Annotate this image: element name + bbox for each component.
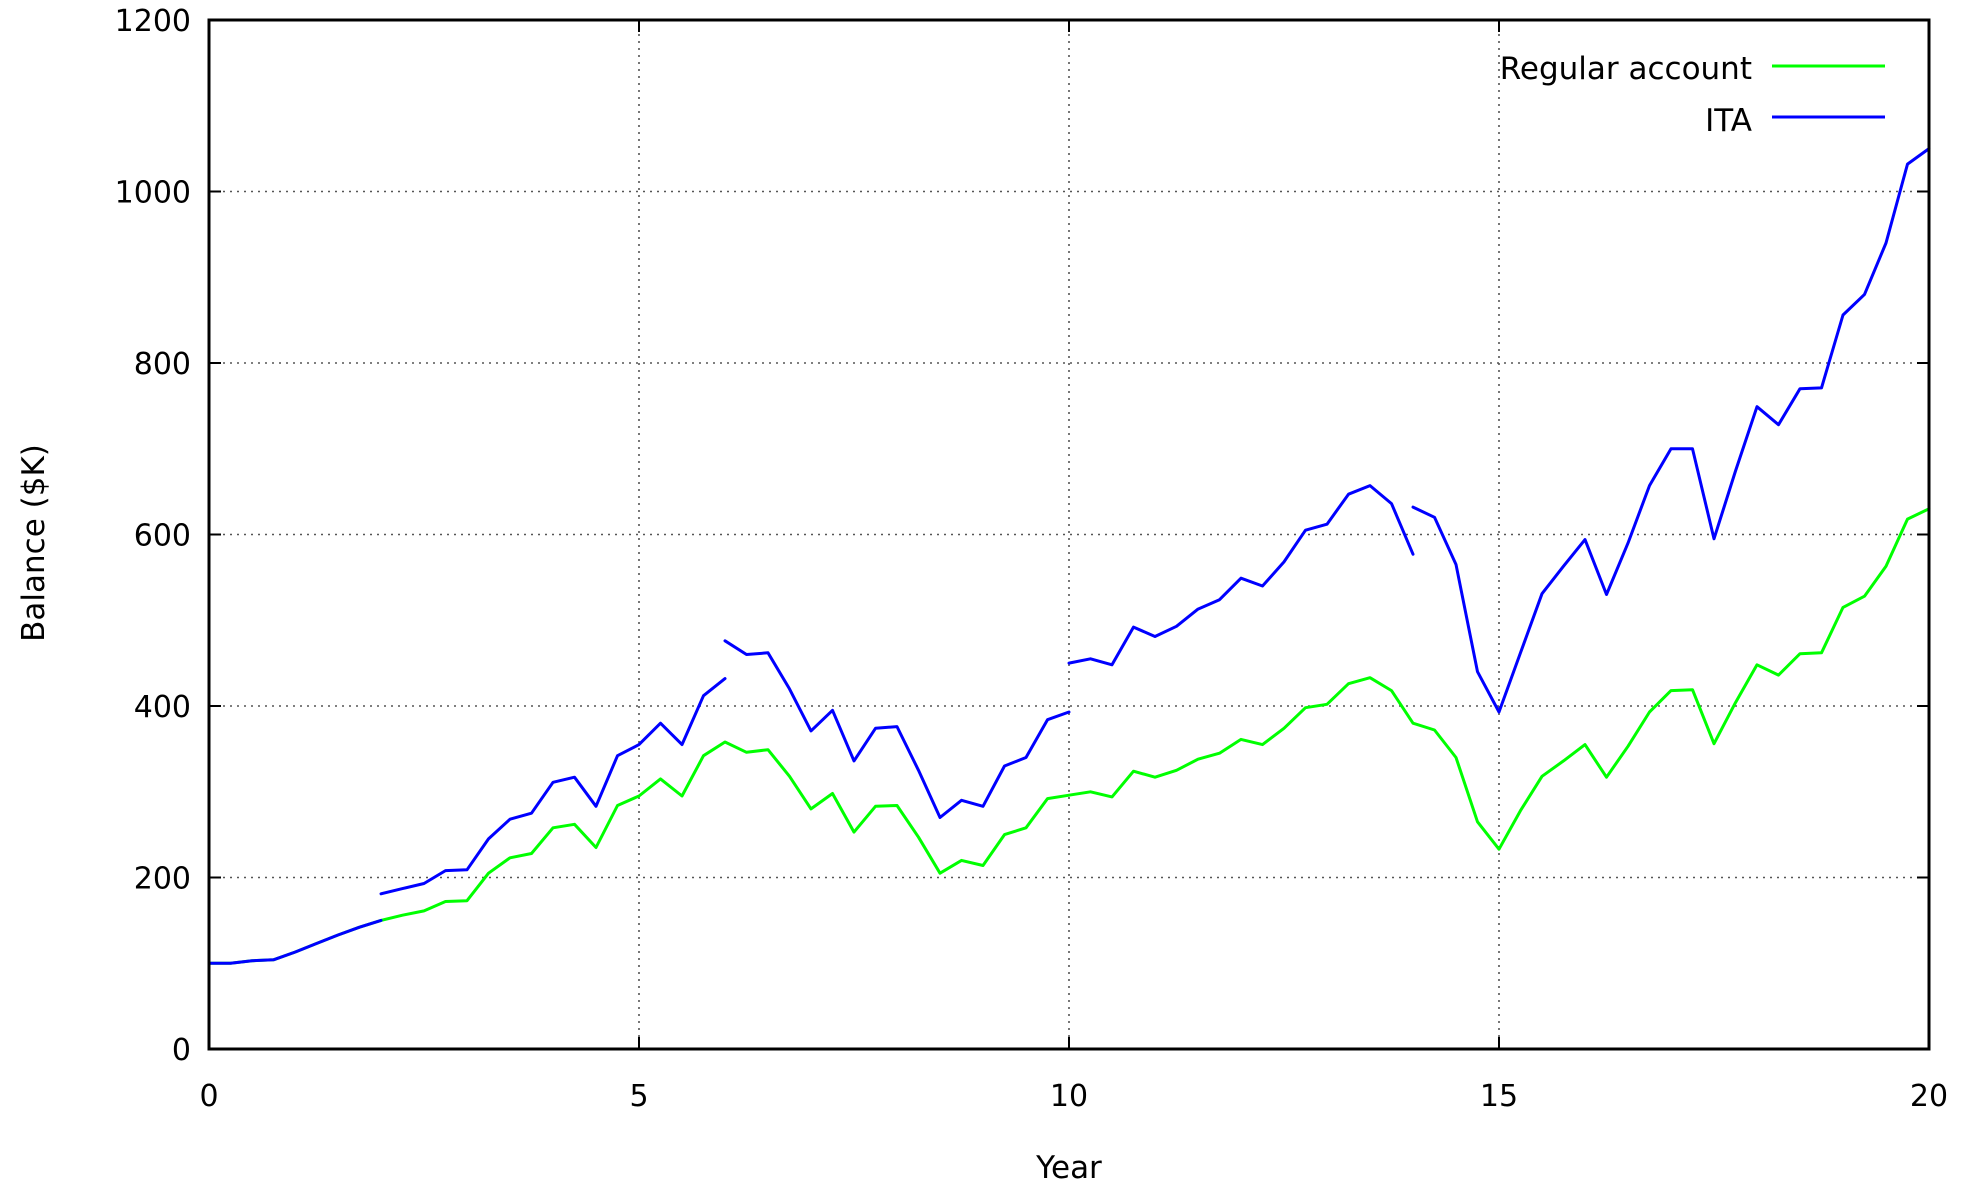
series-line-ita [207,918,383,965]
x-tick-label: 20 [1910,1079,1948,1114]
y-tick-label: 600 [134,519,191,554]
y-tick-label: 200 [134,862,191,897]
x-tick-label: 5 [629,1079,648,1114]
y-axis-title: Balance ($K) [16,444,52,642]
series-line-ita [1067,484,1415,667]
series-line-regular-account [207,507,1931,965]
axis-ticks [208,19,1930,1050]
legend-label-ita: ITA [1705,103,1752,139]
grid-lines [209,20,1929,1049]
y-tick-label: 0 [172,1033,191,1068]
y-tick-label: 1000 [115,176,191,211]
legend: Regular account ITA [1500,51,1885,139]
series-line-ita [723,639,1071,819]
series-line-ita [379,677,727,896]
legend-label-regular-account: Regular account [1500,51,1752,87]
y-tick-label: 400 [134,690,191,725]
x-tick-label: 10 [1050,1079,1088,1114]
series-line-ita [1411,147,1931,714]
y-tick-label: 800 [134,347,191,382]
y-tick-label: 1200 [115,4,191,39]
series-lines [207,147,1931,965]
x-tick-label: 15 [1480,1079,1518,1114]
x-axis-title: Year [1035,1150,1102,1186]
x-tick-label: 0 [199,1079,218,1114]
